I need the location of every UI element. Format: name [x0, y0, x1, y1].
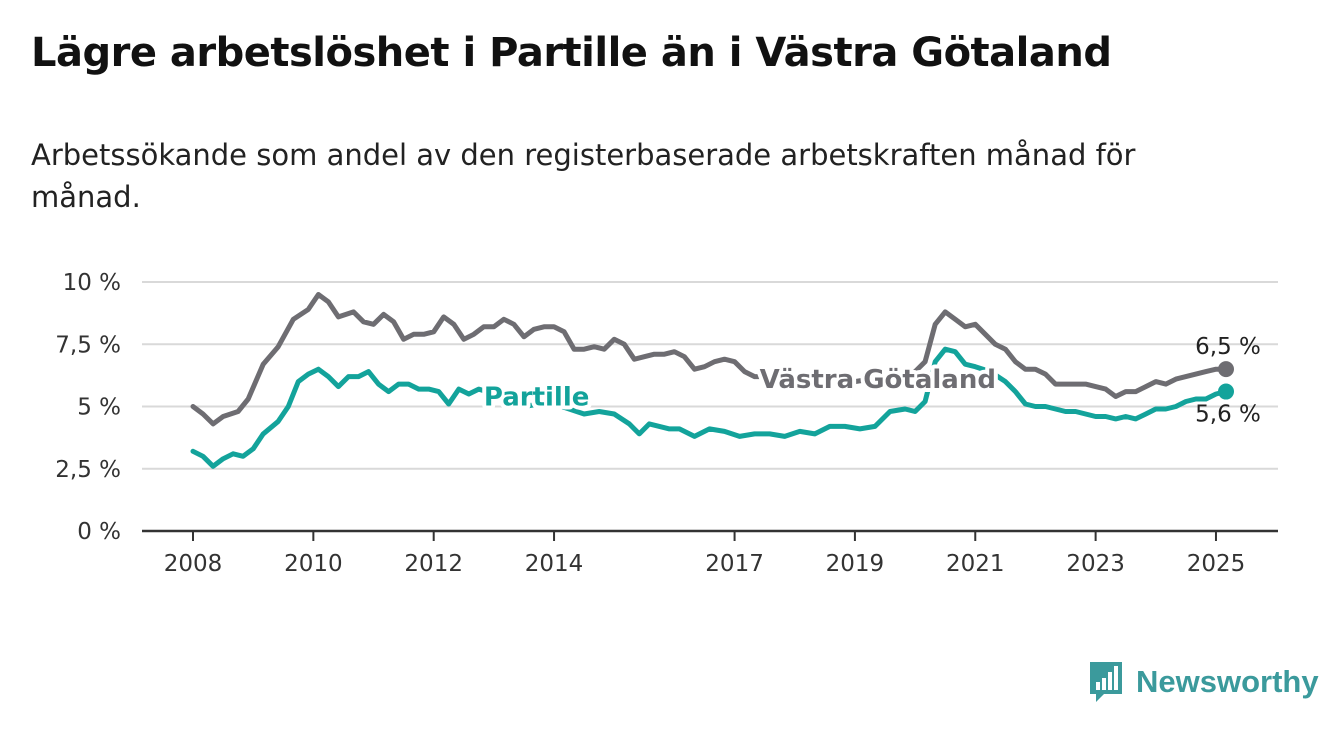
y-tick-label: 5 % [77, 395, 121, 421]
vastra-gotaland-end-point [1218, 361, 1234, 378]
x-tick-label: 2008 [164, 551, 223, 577]
x-tick-label: 2019 [826, 551, 885, 577]
y-axis-ticks: 0 % 2,5 % 5 % 7,5 % 10 % [55, 270, 121, 545]
x-tick-label: 2025 [1187, 551, 1246, 577]
x-tick-label: 2014 [525, 551, 584, 577]
chart-subtitle: Arbetssökande som andel av den registerb… [31, 138, 1136, 214]
x-tick-label: 2010 [284, 551, 343, 577]
partille-end-label: 5,6 % [1195, 402, 1261, 428]
y-tick-label: 2,5 % [55, 457, 121, 483]
newsworthy-logo-icon [1090, 662, 1122, 702]
vastra-gotaland-series-label: Västra Götaland [760, 365, 996, 395]
series-labels: 6,5 % 5,6 % Västra Götaland Partille [480, 334, 1261, 428]
x-tick-label: 2021 [946, 551, 1005, 577]
partille-line [190, 346, 1229, 469]
x-tick-label: 2017 [705, 551, 764, 577]
partille-series-label: Partille [484, 383, 590, 413]
brand-name: Newsworthy [1136, 664, 1319, 699]
chart-title: Lägre arbetslöshet i Partille än i Västr… [31, 30, 1112, 76]
y-tick-label: 0 % [77, 519, 121, 545]
line-chart: 0 % 2,5 % 5 % 7,5 % 10 % 2008 2010 2012 2014 201… [55, 270, 1278, 577]
gridlines [142, 281, 1278, 470]
vastra-gotaland-line [190, 292, 1229, 427]
partille-end-point [1218, 383, 1234, 400]
newsworthy-brand: Newsworthy [1088, 660, 1319, 704]
y-tick-label: 10 % [63, 270, 121, 296]
x-tick-label: 2012 [404, 551, 463, 577]
x-tick-label: 2023 [1066, 551, 1125, 577]
vastra-gotaland-end-label: 6,5 % [1195, 334, 1261, 360]
series-lines [190, 292, 1234, 469]
x-axis: 2008 2010 2012 2014 2017 2019 2021 2023 2025 [142, 529, 1278, 577]
y-tick-label: 7,5 % [55, 332, 121, 358]
